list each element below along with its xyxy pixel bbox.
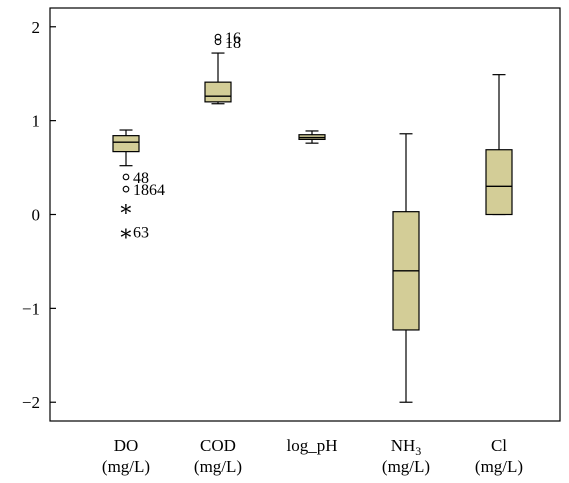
y-tick-label: 0 <box>32 206 41 225</box>
outlier-circle <box>122 173 130 181</box>
outlier-star: ∗ <box>119 196 134 221</box>
x-category-label: log_pH <box>287 436 338 455</box>
outlier-label: 63 <box>133 224 149 241</box>
y-tick-label: −1 <box>22 299 40 318</box>
outlier-star: ∗ <box>119 220 134 245</box>
x-category-label: Cl <box>491 436 507 455</box>
x-category-label: NH3 <box>391 436 422 458</box>
x-category-label-subscript: 3 <box>415 444 421 458</box>
outlier-circle <box>122 185 130 193</box>
box <box>112 135 140 153</box>
outlier-label: 18 <box>225 35 241 52</box>
x-category-unit: (mg/L) <box>102 457 150 476</box>
x-category-unit: (mg/L) <box>382 457 430 476</box>
box <box>485 149 513 216</box>
x-category-label: COD <box>200 436 236 455</box>
x-category-unit: (mg/L) <box>194 457 242 476</box>
box <box>204 81 232 103</box>
outlier-circle <box>214 38 222 46</box>
outlier-label: 48 <box>133 170 149 187</box>
y-axis: 2 1 0 −1 −2 <box>22 18 56 412</box>
x-category-label: DO <box>114 436 139 455</box>
x-axis-labels: DO(mg/L)COD(mg/L)log_pH NH3(mg/L)Cl(mg/L) <box>102 436 523 476</box>
outlier-label: 16 <box>225 30 241 47</box>
x-category-label-main: NH <box>391 436 416 455</box>
x-category-unit: (mg/L) <box>475 457 523 476</box>
outlier-label: 1864 <box>133 182 165 199</box>
y-tick-label: 1 <box>32 112 41 131</box>
y-tick-label: 2 <box>32 18 41 37</box>
outlier-circle <box>214 33 222 41</box>
y-tick-label: −2 <box>22 393 40 412</box>
